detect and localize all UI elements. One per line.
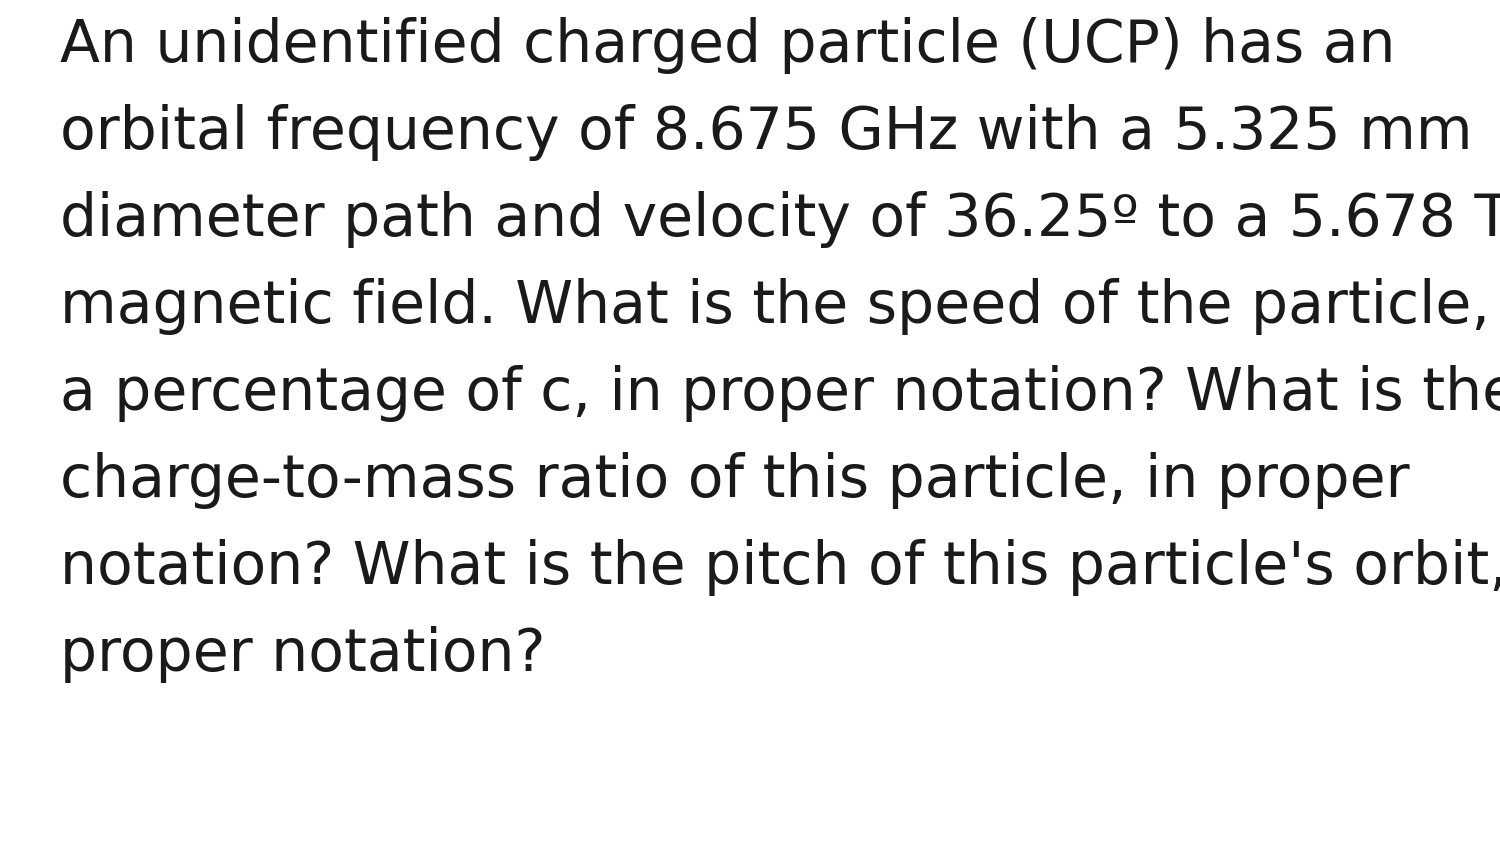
Text: notation? What is the pitch of this particle's orbit, in: notation? What is the pitch of this part… — [60, 539, 1500, 596]
Text: magnetic field. What is the speed of the particle, as: magnetic field. What is the speed of the… — [60, 278, 1500, 335]
Text: charge-to-mass ratio of this particle, in proper: charge-to-mass ratio of this particle, i… — [60, 452, 1410, 509]
Text: diameter path and velocity of 36.25º to a 5.678 T: diameter path and velocity of 36.25º to … — [60, 191, 1500, 248]
Text: a percentage of c, in proper notation? What is the: a percentage of c, in proper notation? W… — [60, 365, 1500, 422]
Text: proper notation?: proper notation? — [60, 626, 546, 683]
Text: orbital frequency of 8.675 GHz with a 5.325 mm: orbital frequency of 8.675 GHz with a 5.… — [60, 104, 1473, 161]
Text: An unidentified charged particle (UCP) has an: An unidentified charged particle (UCP) h… — [60, 17, 1395, 74]
